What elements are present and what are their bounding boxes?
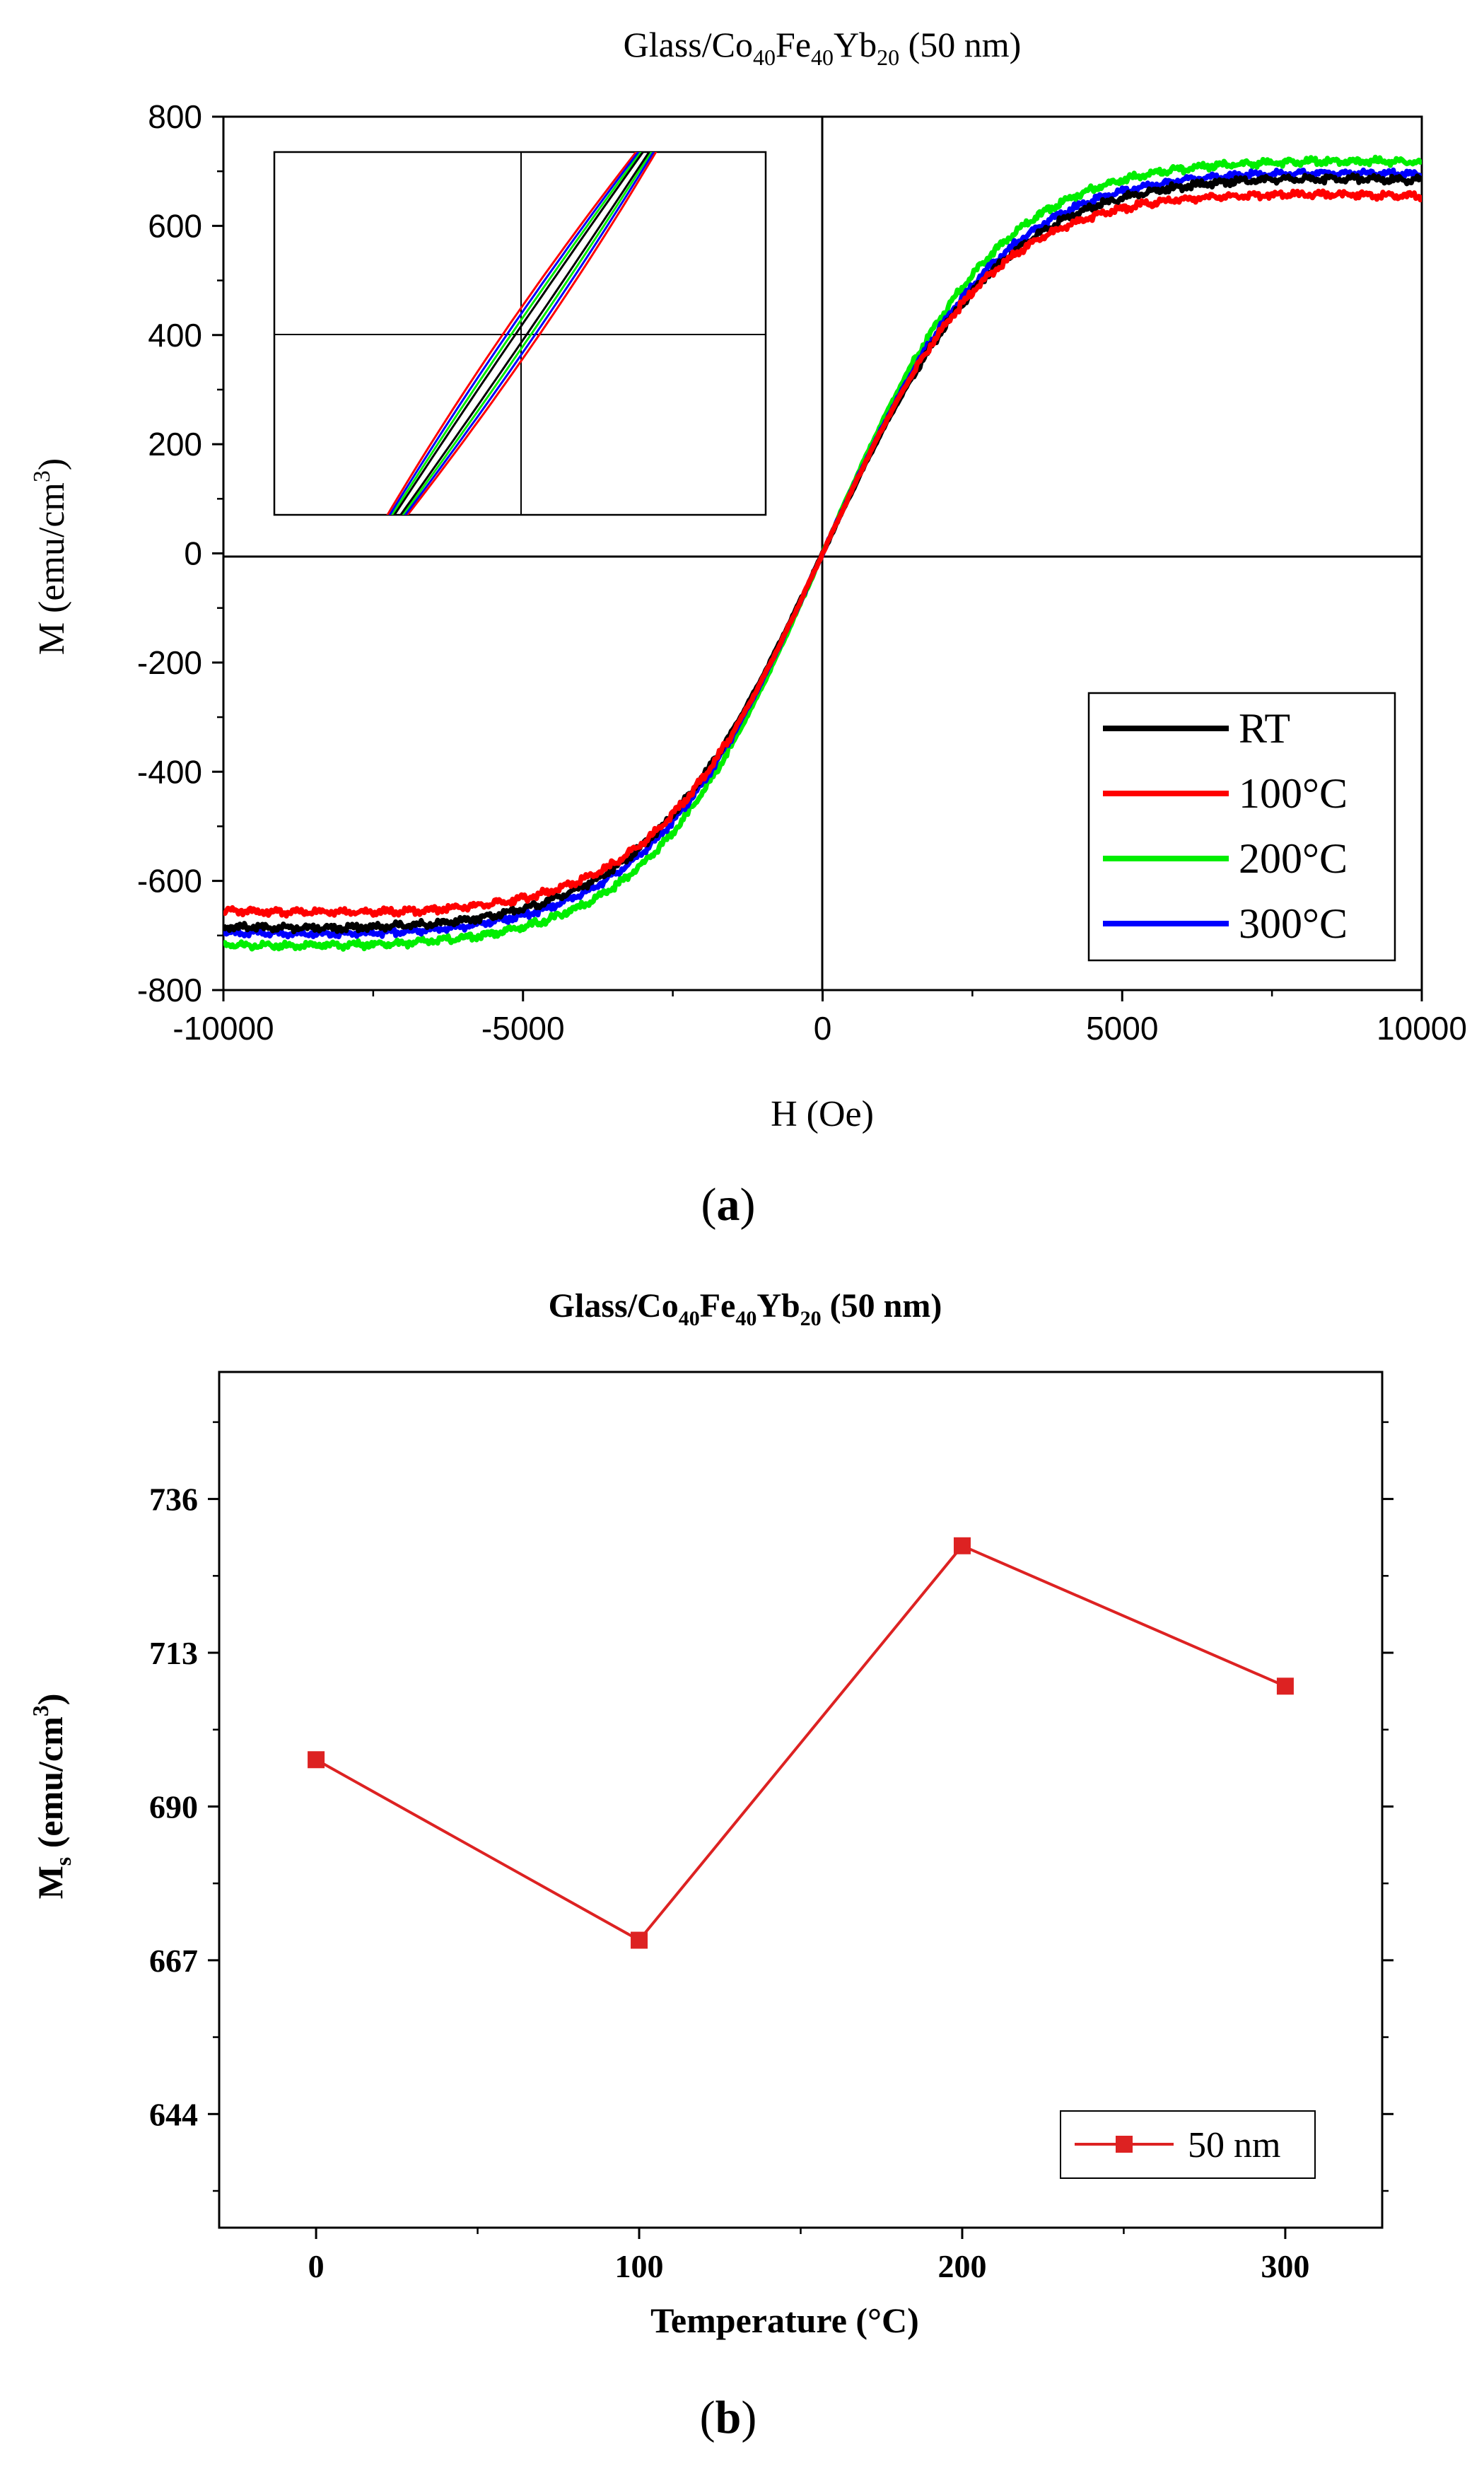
y-tick-label: 400 [148,317,202,354]
inset-loop-branch-100°C [386,152,638,515]
inset-curves [386,152,658,515]
inset-loop-branch-200°C [390,152,643,515]
panel-a: Glass/Co40Fe40Yb20 (50 nm) -10000 -5000 0 5… [29,25,1467,1231]
legend-label: 50 nm [1188,2125,1280,2165]
y-tick-label: 0 [184,535,202,572]
inset-loop-branch-RT [393,152,645,515]
inset-loop-branch-RT [399,152,650,515]
data-point-marker [1276,1677,1294,1695]
x-tick-label: 5000 [1086,1010,1158,1047]
legend-label: 200°C [1239,835,1348,882]
inset-frame [273,151,767,516]
y-tick-label: 690 [149,1789,198,1825]
inset-loop-branch-300°C [404,152,655,515]
panel-b: Glass/Co40Fe40Yb20 (50 nm) 0 100 200 300 644… [28,1287,1394,2443]
plot-b-frame [218,1371,1384,2229]
y-tick-label: -400 [137,753,202,790]
y-tick-label: 713 [149,1635,198,1671]
legend-label: RT [1239,705,1290,752]
panel-a-title: Glass/Co40Fe40Yb20 (50 nm) [624,25,1022,70]
y-tick-label: -200 [137,644,202,681]
panel-a-label: (a) [701,1179,756,1231]
x-tick-label: 10000 [1377,1010,1467,1047]
inset [273,151,767,516]
series-curve-100°C [223,188,1422,919]
y-tick-label: -800 [137,972,202,1008]
plot-b-legend: 50 nm [1060,2110,1316,2179]
series-line-50 nm [315,1544,1286,1943]
plot-a-legend-frame [1087,692,1396,962]
y-tick-label: 600 [148,207,202,244]
plot-b-ylabel: Ms (emu/cm3) [28,1694,76,1900]
x-tick-label: 0 [308,2248,325,2284]
plot-a-curves [223,154,1422,952]
data-point-marker [308,1751,325,1769]
legend-label: 300°C [1239,900,1348,947]
panel-b-label: (b) [700,2392,757,2443]
data-point-marker [631,1931,648,1949]
plot-a-ticks: -10000 -5000 0 5000 10000 -800 -600 -400 -200 0 20… [137,98,1467,1047]
inset-loop-branch-100°C [406,152,658,515]
y-tick-label: 667 [149,1943,198,1979]
x-tick-label: -10000 [173,1010,274,1047]
x-tick-label: 200 [937,2248,986,2284]
plot-b-ticks: 0 100 200 300 644 667 690 713 736 [149,1421,1394,2284]
y-tick-label: 800 [148,98,202,135]
plot-a-xlabel: H (Oe) [771,1094,874,1134]
y-tick-label: 200 [148,426,202,463]
x-tick-label: 100 [615,2248,664,2284]
plot-b-xlabel: Temperature (°C) [650,2301,919,2340]
plot-a-legend: RT 100°C 200°C 300°C [1087,692,1396,962]
x-tick-label: 300 [1261,2248,1309,2284]
plot-a-ylabel: M (emu/cm3) [29,458,72,655]
inset-loop-branch-300°C [388,152,640,515]
y-tick-label: 644 [149,2096,198,2132]
legend-label: 100°C [1239,770,1348,817]
y-tick-label: 736 [149,1482,198,1518]
inset-loop-branch-200°C [402,152,653,515]
panel-b-title: Glass/Co40Fe40Yb20 (50 nm) [549,1287,942,1330]
legend-swatch-marker [1116,2136,1133,2153]
plot-b-series [308,1537,1294,1949]
x-tick-label: 0 [814,1010,832,1047]
data-point-marker [953,1537,971,1554]
x-tick-label: -5000 [481,1010,565,1047]
y-tick-label: -600 [137,863,202,900]
